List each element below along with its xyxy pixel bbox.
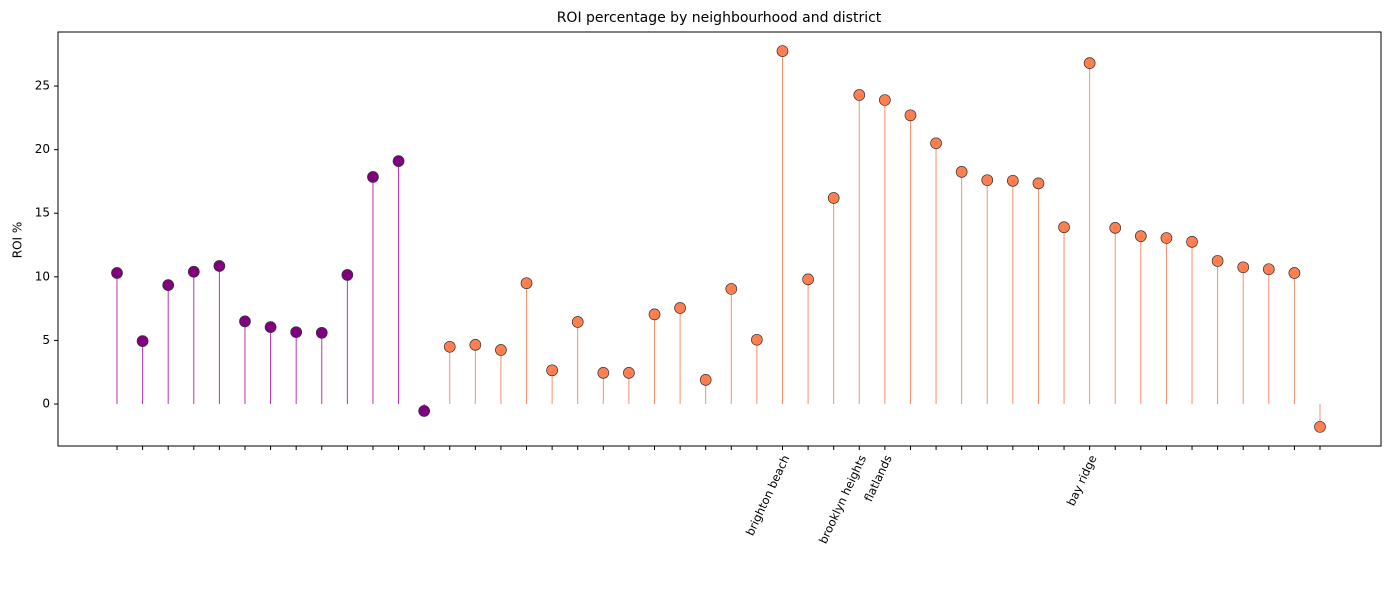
marker <box>264 321 277 333</box>
marker <box>213 260 226 272</box>
marker <box>597 367 610 379</box>
y-axis-label: ROI % <box>11 222 25 259</box>
marker <box>239 315 251 328</box>
marker <box>367 171 379 183</box>
marker <box>1160 232 1173 244</box>
marker <box>341 269 354 281</box>
marker <box>1186 236 1198 248</box>
marker <box>955 166 968 178</box>
marker <box>187 265 200 278</box>
marker <box>853 89 866 101</box>
marker <box>1262 263 1275 276</box>
marker <box>443 340 456 353</box>
marker <box>520 277 533 290</box>
marker <box>111 267 123 279</box>
marker <box>136 335 149 347</box>
x-tick-label: brighton beach <box>743 453 793 538</box>
marker <box>1211 255 1224 267</box>
chart-title: ROI percentage by neighbourhood and dist… <box>557 10 882 26</box>
marker <box>469 339 482 351</box>
marker <box>1058 221 1070 234</box>
marker <box>392 155 405 167</box>
marker <box>1237 261 1250 274</box>
y-tick-label: 0 <box>42 397 50 411</box>
plot-frame <box>57 31 1382 447</box>
marker <box>418 405 430 417</box>
y-tick-label: 15 <box>35 206 50 220</box>
marker <box>1314 421 1326 433</box>
marker <box>751 333 763 346</box>
marker <box>1109 222 1122 234</box>
marker <box>930 137 942 150</box>
y-tick-label: 5 <box>42 333 50 347</box>
marker <box>981 174 994 187</box>
marker <box>1083 57 1096 70</box>
marker <box>648 308 661 321</box>
marker <box>546 364 558 377</box>
marker <box>571 316 584 328</box>
marker <box>904 109 917 122</box>
x-tick-label: brooklyn heights <box>816 453 869 546</box>
marker <box>1288 267 1301 279</box>
marker <box>802 273 814 286</box>
marker <box>623 367 635 379</box>
marker <box>776 45 789 57</box>
marker <box>827 192 840 204</box>
marker <box>1032 177 1045 190</box>
marker <box>1134 230 1147 242</box>
y-tick-label: 25 <box>35 79 50 93</box>
marker <box>699 374 712 386</box>
marker <box>879 94 891 106</box>
y-tick-label: 10 <box>35 269 50 283</box>
marker <box>1007 174 1019 187</box>
y-tick-label: 20 <box>35 142 50 156</box>
marker <box>290 326 303 339</box>
marker <box>495 344 507 356</box>
x-tick-label: bay ridge <box>1064 453 1100 508</box>
marker <box>162 279 175 291</box>
marker <box>315 326 328 339</box>
marker <box>725 283 738 295</box>
marker <box>674 302 686 314</box>
